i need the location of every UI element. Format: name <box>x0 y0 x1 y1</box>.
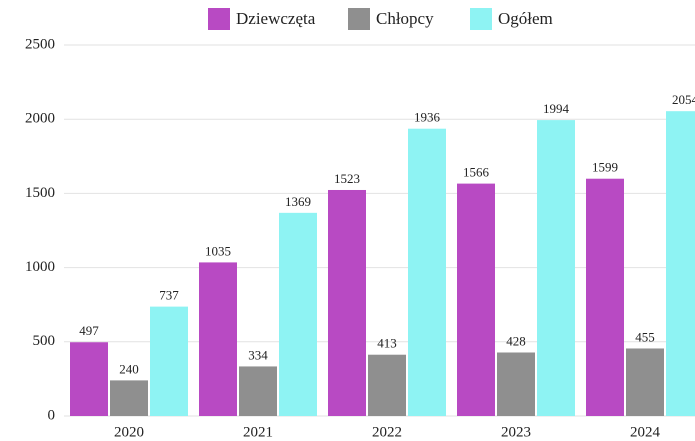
bar <box>457 183 495 416</box>
x-tick-label: 2022 <box>372 424 402 440</box>
value-label: 1566 <box>463 165 490 180</box>
bar <box>328 189 366 416</box>
value-label: 1599 <box>592 160 618 175</box>
x-tick-label: 2021 <box>243 424 273 440</box>
value-label: 737 <box>159 288 179 303</box>
y-tick-label: 2500 <box>25 36 55 52</box>
bar <box>239 366 277 416</box>
legend-swatch <box>470 8 492 30</box>
legend-swatch <box>208 8 230 30</box>
bar <box>110 380 148 416</box>
legend-label: Ogółem <box>498 9 553 28</box>
value-label: 2054 <box>672 92 695 107</box>
value-label: 1936 <box>414 110 441 125</box>
value-label: 334 <box>248 347 268 362</box>
legend-label: Dziewczęta <box>236 9 316 28</box>
bar <box>537 120 575 417</box>
value-label: 497 <box>79 323 99 338</box>
bar <box>279 212 317 416</box>
value-label: 1994 <box>543 101 570 116</box>
legend-swatch <box>348 8 370 30</box>
value-label: 455 <box>635 329 655 344</box>
bar <box>368 354 406 416</box>
value-label: 1523 <box>334 171 360 186</box>
bar <box>666 111 695 416</box>
legend-label: Chłopcy <box>376 9 434 28</box>
value-label: 428 <box>506 333 526 348</box>
value-label: 413 <box>377 336 397 351</box>
bar <box>150 306 188 416</box>
bar <box>497 352 535 416</box>
bar <box>70 342 108 416</box>
value-label: 1369 <box>285 194 311 209</box>
x-tick-label: 2020 <box>114 424 144 440</box>
y-tick-label: 1000 <box>25 259 55 275</box>
y-tick-label: 500 <box>33 333 56 349</box>
value-label: 1035 <box>205 243 231 258</box>
bar <box>199 262 237 416</box>
x-tick-label: 2024 <box>630 424 661 440</box>
bar <box>586 178 624 416</box>
y-tick-label: 0 <box>48 407 56 423</box>
value-label: 240 <box>119 361 139 376</box>
x-tick-label: 2023 <box>501 424 531 440</box>
y-tick-label: 2000 <box>25 111 55 127</box>
bar <box>626 348 664 416</box>
bar <box>408 128 446 416</box>
y-tick-label: 1500 <box>25 185 55 201</box>
